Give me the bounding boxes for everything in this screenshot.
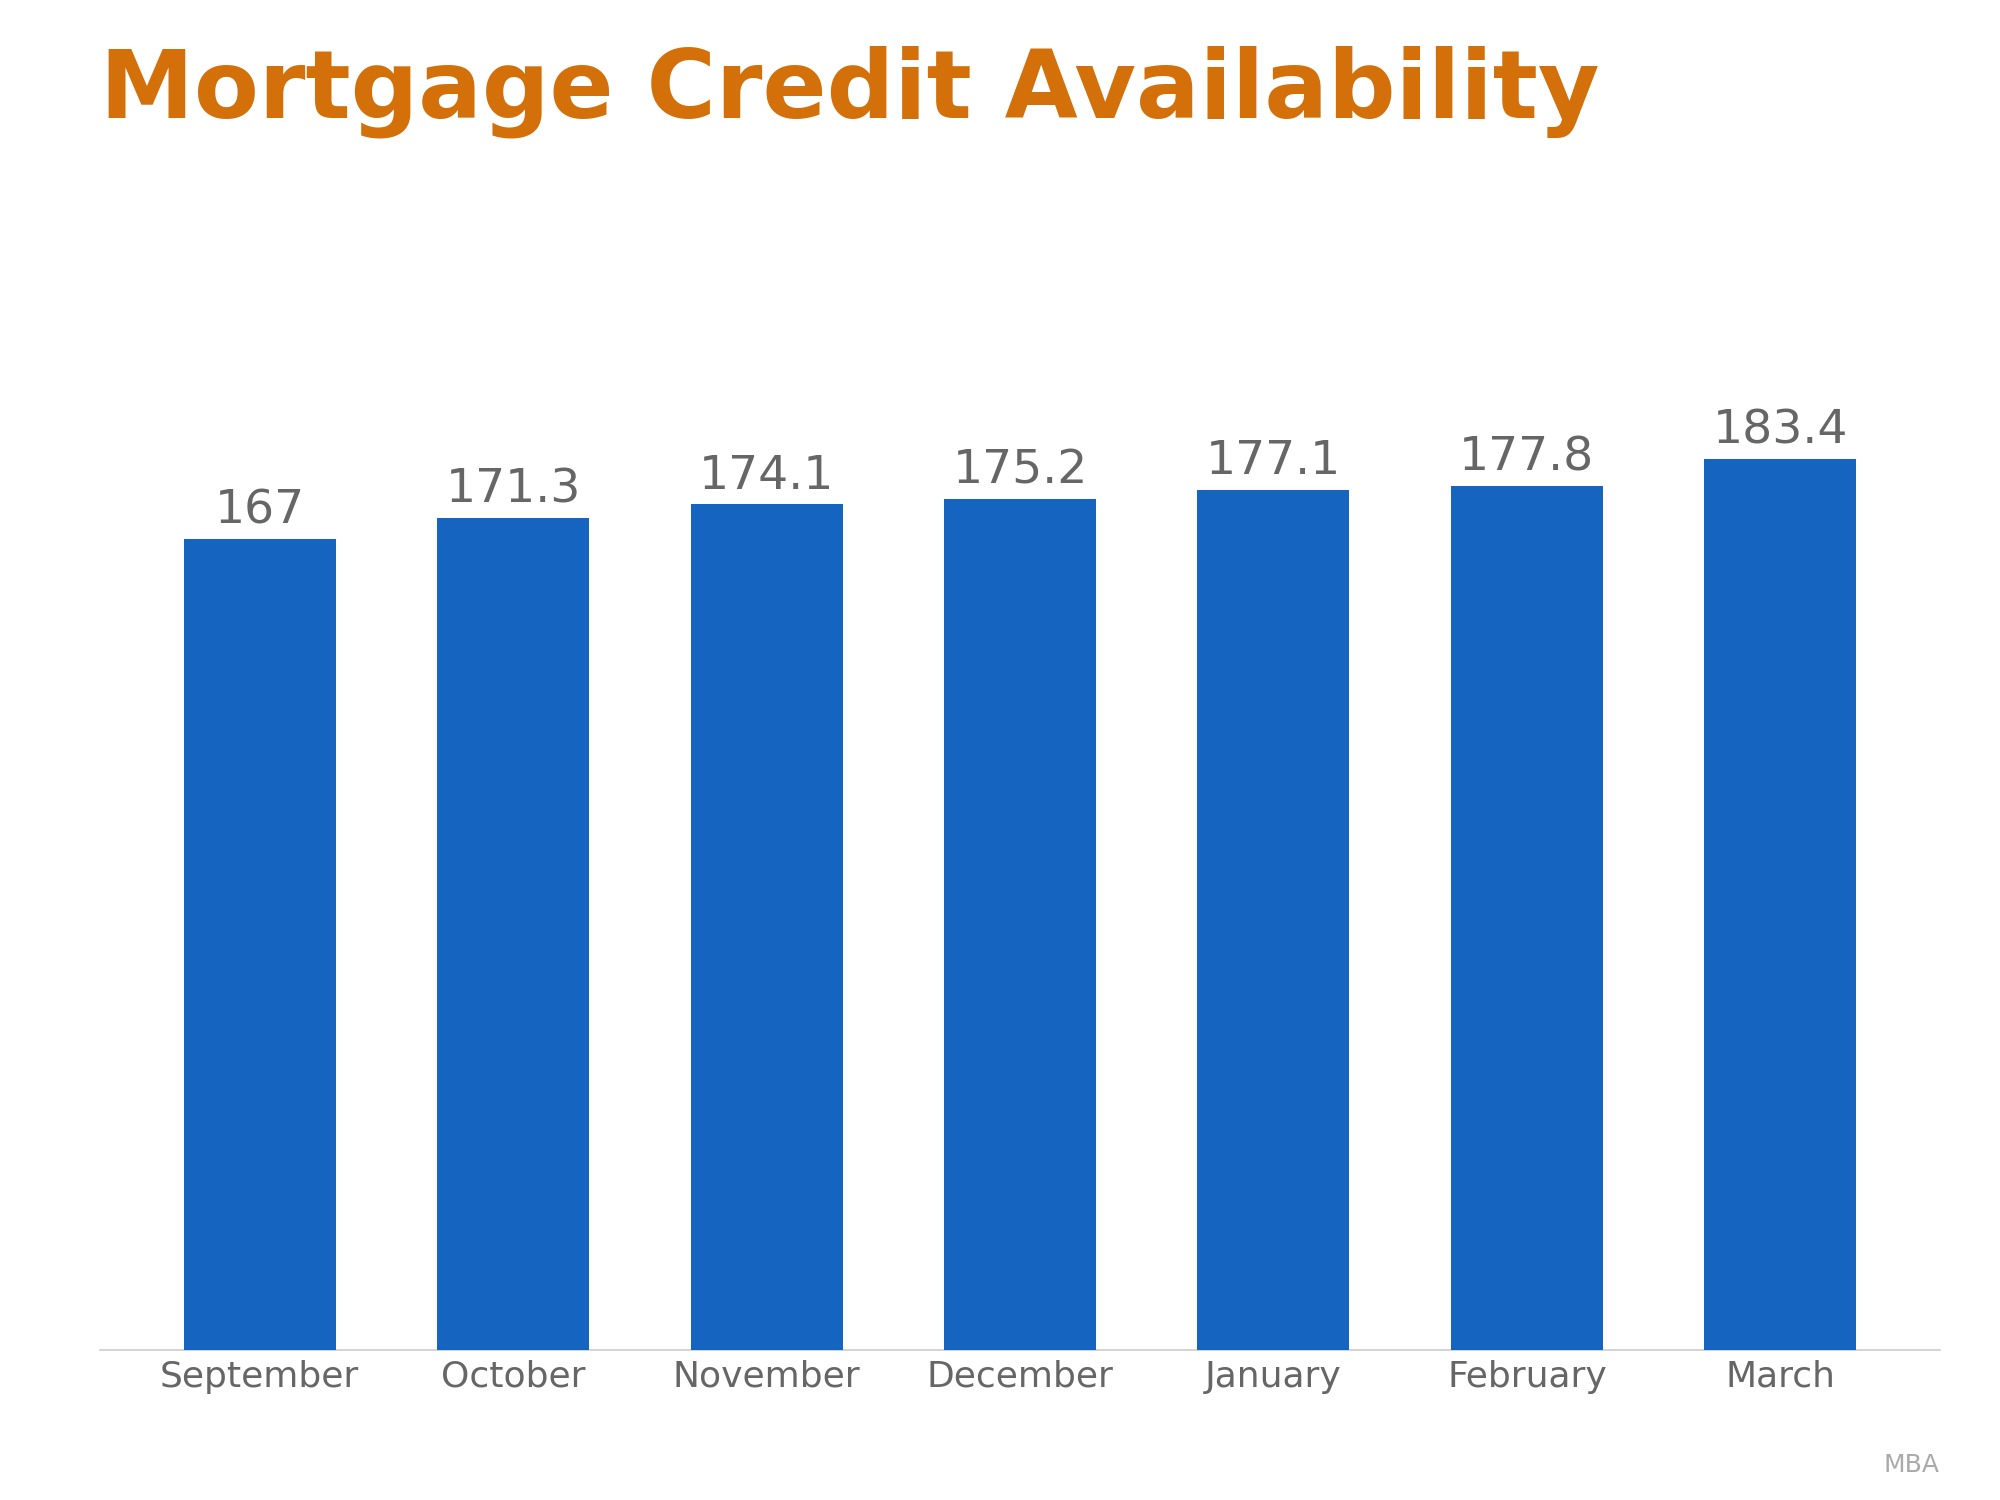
Text: 177.1: 177.1: [1206, 440, 1342, 485]
Text: 171.3: 171.3: [446, 466, 580, 512]
Text: 174.1: 174.1: [698, 453, 834, 498]
Bar: [1198, 490, 1350, 1350]
Bar: [1450, 486, 1602, 1350]
Text: MBA: MBA: [1884, 1454, 1940, 1478]
Bar: [438, 518, 590, 1350]
Bar: [1704, 459, 1856, 1350]
Text: 175.2: 175.2: [952, 448, 1088, 494]
Text: 167: 167: [214, 488, 304, 532]
Text: 177.8: 177.8: [1460, 435, 1594, 480]
Text: 183.4: 183.4: [1712, 408, 1848, 453]
Bar: [944, 500, 1096, 1350]
Bar: [184, 538, 336, 1350]
Bar: [690, 504, 842, 1350]
Text: Mortgage Credit Availability: Mortgage Credit Availability: [100, 45, 1600, 138]
